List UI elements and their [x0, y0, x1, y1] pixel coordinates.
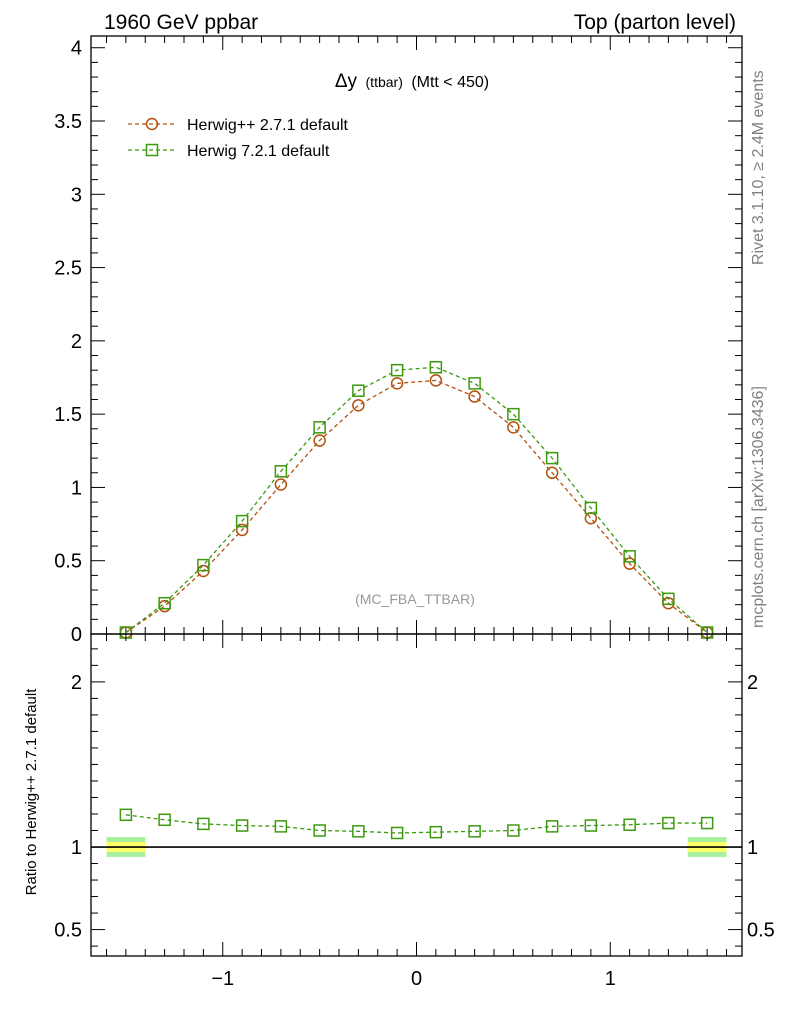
data-point-circle [390, 377, 404, 390]
main-panel: 0 0.5 1 1.5 2 2.5 3 3.5 4 [54, 35, 743, 646]
data-point-square [623, 550, 636, 563]
legend-circle-marker [145, 117, 159, 131]
series-line [125, 379, 708, 634]
main-y-tick-label: 0 [71, 624, 82, 646]
ratio-y-tick-label-right: 1 [747, 837, 758, 859]
data-point-square [429, 360, 443, 374]
ratio-point-square [545, 820, 559, 833]
ratio-point-square [623, 818, 636, 831]
series-herwig7 [119, 360, 714, 639]
ratio-panel: −1 0 1 0.5 0.5 1 1 2 2 [54, 633, 775, 990]
ratio-axis-ticks: −1 0 1 0.5 0.5 1 1 2 2 [54, 634, 775, 990]
ratio-point-square [274, 820, 288, 833]
legend-entry-herwig7: Herwig 7.2.1 default [128, 143, 330, 160]
legend: Herwig++ 2.7.1 default Herwig 7.2.1 defa… [128, 117, 349, 160]
ratio-x-tick-label: −1 [211, 968, 234, 990]
data-point-circle [584, 511, 598, 525]
legend-label-herwig7: Herwig 7.2.1 default [187, 143, 330, 160]
data-point-square [313, 421, 326, 434]
data-point-circle [274, 478, 288, 491]
main-y-tick-label: 2.5 [54, 258, 82, 280]
ratio-y-tick-label: 2 [71, 672, 82, 694]
ratio-point-square [390, 826, 404, 840]
ratio-point-square [235, 819, 249, 832]
ratio-point-square [468, 825, 481, 838]
ratio-series-line [125, 814, 708, 834]
data-point-circle [468, 390, 481, 403]
data-point-circle [352, 399, 365, 412]
ratio-y-tick-label-right: 2 [747, 672, 758, 694]
data-point-square [545, 451, 559, 465]
ratio-point-square [700, 816, 714, 830]
ratio-y-axis-label: Ratio to Herwig++ 2.7.1 default [23, 688, 40, 896]
process-label: Top (parton level) [574, 11, 736, 34]
legend-square-marker [145, 143, 159, 157]
main-y-tick-label: 3 [71, 184, 82, 206]
data-point-square [662, 592, 675, 606]
data-point-circle [235, 523, 249, 537]
rivet-version-label: Rivet 3.1.10, ≥ 2.4M events [750, 70, 767, 265]
main-axis-ticks: 0 0.5 1 1.5 2 2.5 3 3.5 4 [54, 36, 742, 646]
main-y-tick-label: 4 [71, 38, 82, 60]
data-point-square [507, 407, 520, 421]
data-point-square [235, 514, 249, 528]
ratio-point-square [197, 817, 210, 831]
plot-title: Δy (ttbar) (Mtt < 450) [335, 71, 489, 92]
legend-entry-herwigpp: Herwig++ 2.7.1 default [128, 117, 349, 134]
mcplots-label: mcplots.cern.ch [arXiv:1306.3436] [750, 386, 767, 628]
ratio-x-tick-label: 1 [605, 968, 616, 990]
data-point-circle [545, 466, 559, 480]
main-y-tick-label: 1 [71, 477, 82, 499]
ratio-frame [90, 633, 743, 957]
data-point-circle [623, 557, 636, 570]
ratio-point-square [584, 819, 598, 832]
data-point-circle [313, 434, 326, 447]
data-point-circle [507, 421, 520, 434]
data-point-square [468, 377, 481, 390]
ratio-y-tick-label: 0.5 [54, 920, 82, 942]
ratio-x-tick-label: 0 [411, 968, 422, 990]
legend-label-herwigpp: Herwig++ 2.7.1 default [187, 117, 349, 134]
ratio-point-square [313, 824, 326, 837]
data-point-square [158, 596, 171, 610]
data-point-square [390, 363, 404, 377]
plot-title-small: (ttbar) [366, 74, 403, 90]
ratio-point-square [119, 808, 133, 822]
ratio-point-square [429, 825, 443, 839]
data-point-square [584, 501, 598, 515]
ratio-point-square [352, 825, 365, 838]
data-point-circle [429, 374, 443, 387]
series-line [125, 366, 708, 634]
plot-title-rest: (Mtt < 450) [411, 74, 489, 91]
plot-title-symbol: Δy [335, 71, 358, 92]
analysis-watermark: (MC_FBA_TTBAR) [355, 591, 475, 607]
main-y-tick-label: 3.5 [54, 111, 82, 133]
data-point-square [352, 384, 365, 397]
data-point-square [274, 465, 288, 478]
ratio-series-herwig7 [119, 808, 714, 840]
ratio-point-square [158, 813, 171, 827]
data-point-square [197, 558, 210, 572]
ratio-point-square [507, 824, 520, 837]
energy-label: 1960 GeV ppbar [104, 11, 258, 34]
ratio-y-tick-label: 1 [71, 837, 82, 859]
main-y-tick-label: 1.5 [54, 404, 82, 426]
ratio-point-square [662, 816, 675, 830]
ratio-y-tick-label-right: 0.5 [747, 920, 775, 942]
main-y-tick-label: 0.5 [54, 551, 82, 573]
main-y-tick-label: 2 [71, 331, 82, 353]
